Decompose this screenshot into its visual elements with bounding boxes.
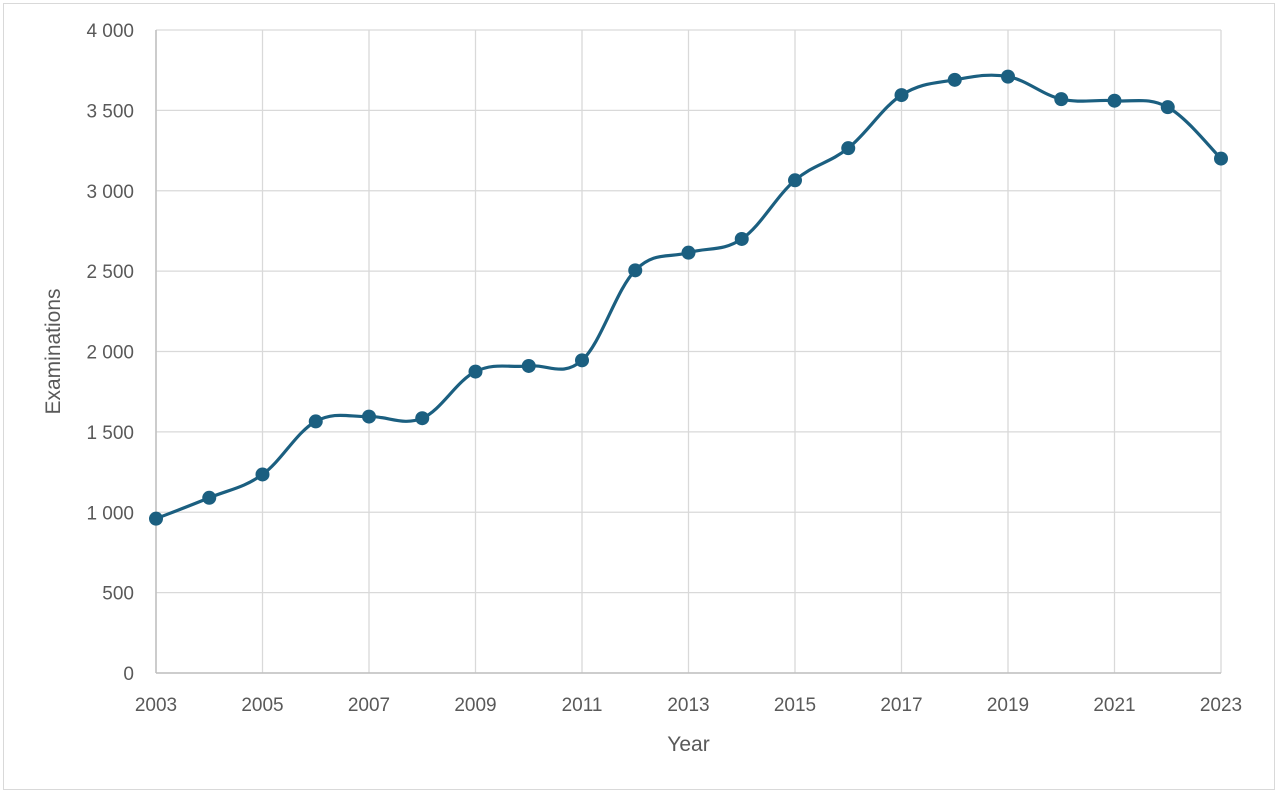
data-point [521,358,536,373]
series-layer [149,69,1228,526]
y-tick-label: 4 000 [86,21,134,42]
chart-frame [3,3,1275,790]
data-point [788,173,802,188]
x-tick-label: 2023 [1200,695,1242,716]
y-tick-labels: 0 500 1 000 1 500 2 000 2 500 3 000 3 500 4 000 [86,21,134,685]
x-tick-label: 2003 [135,695,177,716]
data-point [308,414,323,429]
x-axis-title: Year [667,733,709,756]
horizontal-gridlines [156,29,1221,674]
data-point [415,411,430,426]
y-tick-label: 1 000 [86,503,134,524]
data-point [894,88,909,103]
y-tick-label: 3 500 [86,101,134,122]
data-point [734,231,749,246]
y-tick-label: 2 500 [86,262,134,283]
data-point [255,467,270,482]
data-point [1160,100,1175,115]
x-tick-labels: 2003 2005 2007 2009 2011 2013 2015 2017 2019 2021… [135,695,1242,716]
data-point [1107,93,1122,108]
y-axis-title: Examinations [42,288,65,414]
data-point [628,263,643,278]
x-tick-label: 2021 [1093,695,1135,716]
data-point [362,409,376,424]
data-point [1054,92,1069,107]
y-tick-label: 500 [102,584,134,605]
data-point [1214,151,1228,166]
data-point [841,141,856,156]
x-tick-label: 2009 [454,695,496,716]
data-point [202,490,217,505]
x-tick-label: 2007 [348,695,390,716]
data-point [947,72,962,87]
x-tick-label: 2015 [774,695,816,716]
data-point [468,364,483,379]
x-tick-label: 2017 [880,695,922,716]
x-tick-label: 2019 [987,695,1029,716]
data-point [681,245,696,260]
y-tick-label: 3 000 [86,182,134,203]
y-tick-label: 2 000 [86,343,134,364]
x-tick-label: 2005 [241,695,283,716]
x-tick-label: 2013 [667,695,709,716]
data-point [1001,69,1015,84]
data-point [149,511,163,526]
y-tick-label: 0 [123,664,134,685]
y-tick-label: 1 500 [86,423,134,444]
axes [155,30,1221,674]
x-tick-label: 2011 [562,695,603,716]
data-point [575,353,589,368]
